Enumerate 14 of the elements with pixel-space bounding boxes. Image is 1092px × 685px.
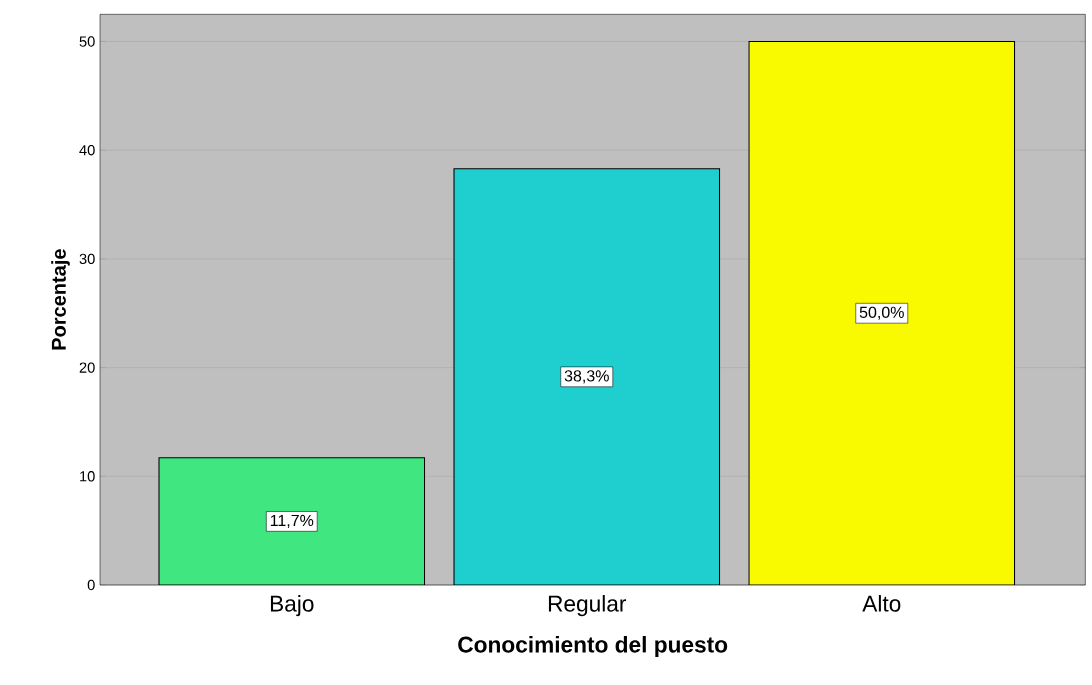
x-tick-label: Alto xyxy=(862,595,901,612)
x-tick-label: Bajo xyxy=(270,595,314,617)
y-tick-label: 40 xyxy=(79,145,95,156)
y-tick-label: 0 xyxy=(87,579,95,591)
data-label: 38,3% xyxy=(564,370,609,384)
x-axis-title: Conocimiento del puesto xyxy=(458,635,728,658)
data-label: 50,0% xyxy=(859,306,904,320)
x-tick-label: Regular xyxy=(548,595,627,617)
y-tick-label: 20 xyxy=(79,362,95,373)
y-axis-title: Porcentaje xyxy=(51,249,70,350)
y-tick-label: 50 xyxy=(79,36,95,47)
y-tick-label: 30 xyxy=(79,253,95,265)
y-tick-label: 10 xyxy=(80,471,95,482)
data-label: 11,7% xyxy=(270,514,314,528)
